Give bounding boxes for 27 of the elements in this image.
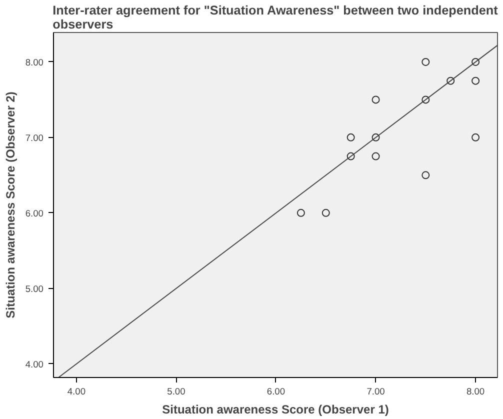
x-tick-label: 5.00 — [167, 386, 186, 396]
point — [372, 96, 380, 104]
point — [422, 171, 430, 180]
y-tick-label: 8.00 — [25, 57, 44, 68]
x-tick-label: 4.00 — [67, 386, 86, 396]
x-tick-label: 7.00 — [366, 386, 385, 396]
point — [346, 133, 355, 142]
point — [472, 133, 480, 142]
point — [472, 58, 480, 66]
y-tick-label: 7.00 — [25, 132, 44, 143]
point — [422, 96, 430, 104]
point — [346, 152, 355, 160]
point — [372, 152, 380, 160]
y-tick-label: 5.00 — [25, 284, 44, 294]
y-tick-label: 4.00 — [25, 359, 44, 370]
x-axis-title: Situation awareness Score (Observer 1) — [162, 402, 389, 416]
chart-title: Inter-rater agreement for "Situation Awareness" between two independent observers — [52, 4, 499, 32]
point — [472, 76, 480, 85]
x-tick-label: 8.00 — [466, 386, 485, 396]
point — [422, 58, 430, 66]
y-tick-label: 6.00 — [25, 208, 44, 218]
point — [372, 133, 380, 142]
point — [296, 208, 305, 217]
point — [446, 76, 455, 85]
x-tick-label: 6.00 — [266, 386, 286, 396]
point — [322, 208, 330, 217]
y-axis-title: Situation awareness Score (Observer 2) — [3, 92, 18, 318]
